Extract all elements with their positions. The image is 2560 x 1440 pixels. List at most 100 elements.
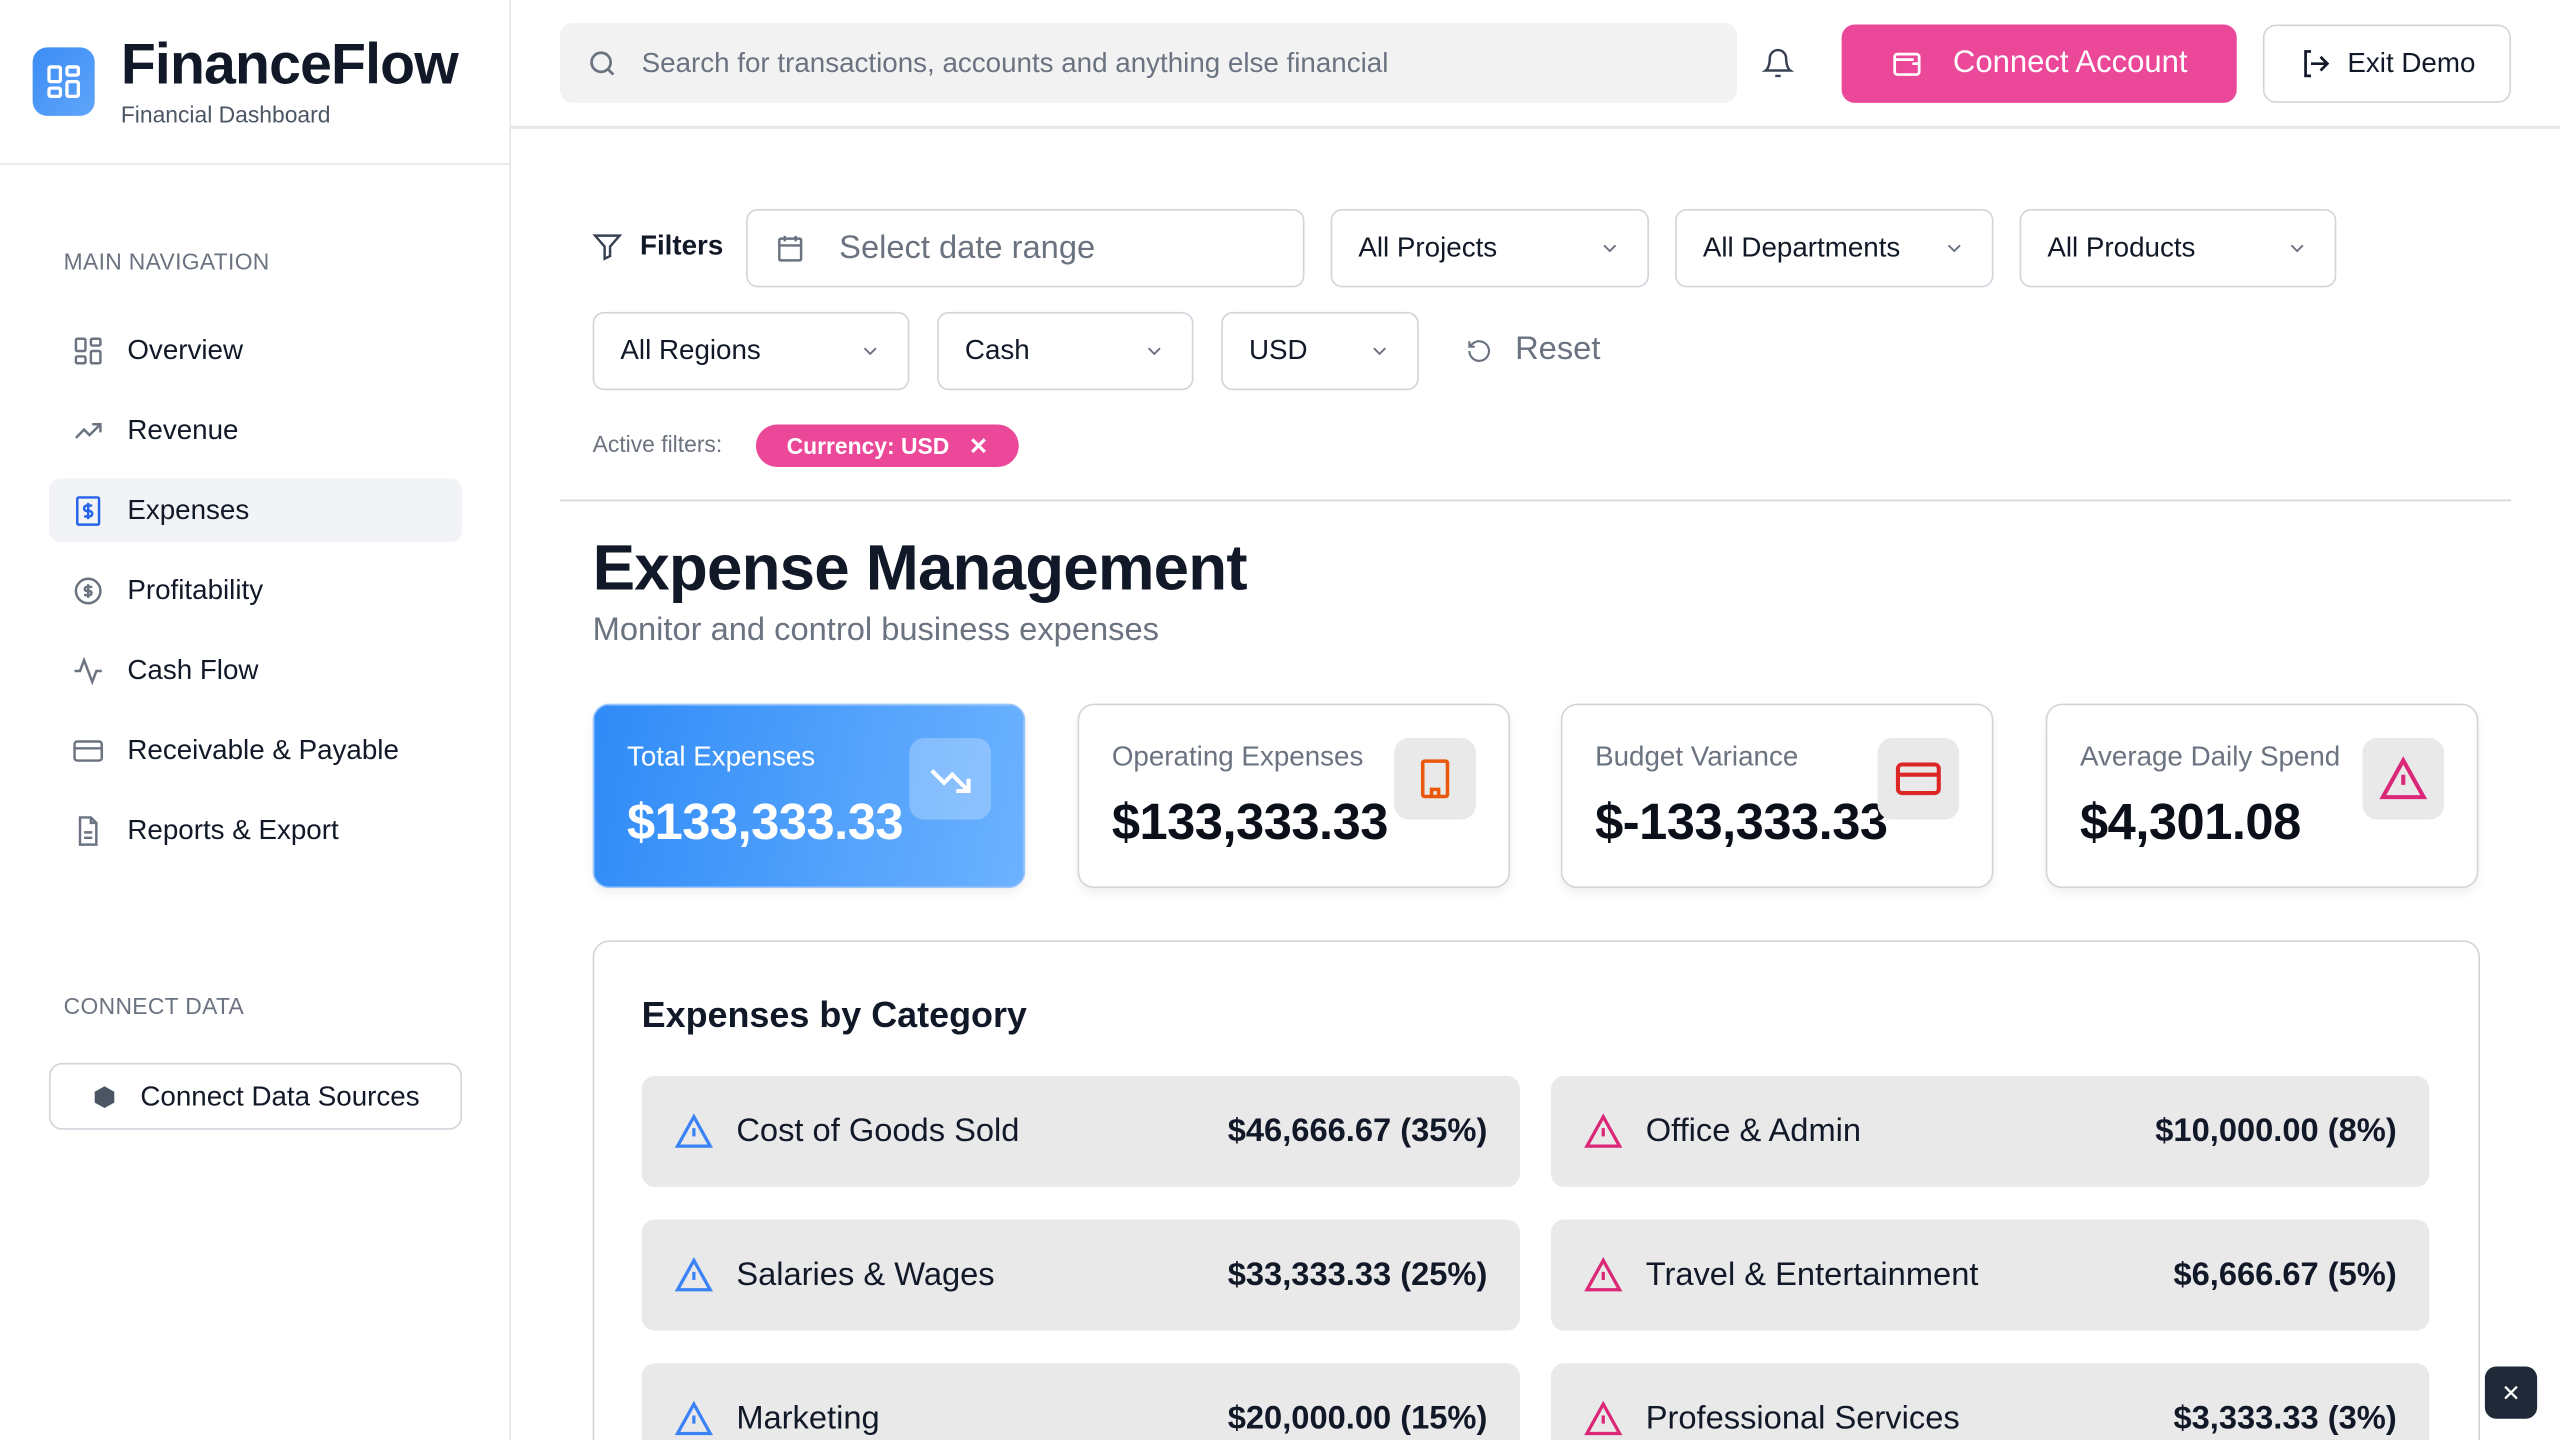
category-amount: $3,333.33 (3%) [2173, 1399, 2397, 1436]
average-daily-spend-card: Average Daily Spend $4,301.08 [2045, 703, 2479, 889]
rotate-ccw-icon [1468, 339, 1491, 362]
sidebar [0, 0, 512, 1440]
category-item[interactable]: Professional Services $3,333.33 (3%) [1551, 1363, 2430, 1440]
sidebar-item-label: Overview [127, 333, 244, 365]
chevron-down-icon [2290, 244, 2304, 253]
building-icon [1394, 737, 1476, 820]
projects-select[interactable]: All Projects [1330, 208, 1649, 288]
category-name: Salaries & Wages [736, 1256, 995, 1293]
sidebar-item-reports-export[interactable]: Reports & Export [49, 798, 462, 862]
header-divider [511, 125, 2560, 129]
category-name: Office & Admin [1645, 1112, 1862, 1149]
credit-card-icon [73, 739, 103, 761]
category-item[interactable]: Marketing $20,000.00 (15%) [641, 1363, 1520, 1440]
card-label: Budget Variance [1595, 741, 1799, 773]
search-icon [590, 50, 615, 75]
sidebar-item-overview[interactable]: Overview [49, 318, 462, 382]
search-input[interactable] [641, 46, 1687, 80]
date-range-picker[interactable]: Select date range [746, 208, 1305, 288]
receipt-dollar-icon [76, 495, 101, 526]
remove-filter-icon[interactable]: ✕ [968, 431, 989, 458]
budget-variance-card: Budget Variance $-133,333.33 [1560, 703, 1994, 889]
category-name: Professional Services [1645, 1399, 1960, 1436]
category-item[interactable]: Office & Admin $10,000.00 (8%) [1551, 1075, 2430, 1187]
calendar-icon [778, 235, 803, 262]
sidebar-item-label: Revenue [127, 413, 239, 445]
category-item[interactable]: Salaries & Wages $33,333.33 (25%) [641, 1219, 1520, 1331]
alert-triangle-icon [1584, 1257, 1623, 1292]
card-value: $4,301.08 [2079, 793, 2301, 851]
card-value: $133,333.33 [1111, 793, 1389, 851]
divider [0, 163, 512, 165]
alert-triangle-icon [2362, 737, 2445, 820]
alert-triangle-icon [1584, 1113, 1623, 1148]
alert-triangle-icon [674, 1257, 713, 1292]
close-icon[interactable]: ✕ [2501, 1378, 2521, 1405]
exit-demo-label: Exit Demo [2347, 47, 2476, 79]
chevron-down-icon [1373, 347, 1386, 356]
page-title: Expense Management [592, 533, 1248, 605]
card-label: Total Expenses [626, 741, 816, 773]
activity-icon [74, 655, 102, 685]
connect-account-label: Connect Account [1952, 45, 2188, 80]
chevron-down-icon [1947, 244, 1961, 253]
logo-icon [32, 47, 95, 116]
bell-icon[interactable] [1761, 47, 1795, 88]
products-select[interactable]: All Products [2019, 208, 2337, 288]
regions-select[interactable]: All Regions [592, 311, 910, 391]
connect-data-heading: CONNECT DATA [63, 992, 245, 1019]
chevron-down-icon [863, 347, 877, 356]
category-amount: $46,666.67 (35%) [1227, 1112, 1488, 1149]
chevron-down-icon [1147, 347, 1161, 356]
departments-select[interactable]: All Departments [1675, 208, 1994, 288]
alert-triangle-icon [674, 1113, 713, 1148]
chevron-down-icon [1603, 244, 1617, 253]
connect-data-sources-label: Connect Data Sources [140, 1079, 420, 1112]
filter-icon [592, 234, 623, 261]
sidebar-item-label: Receivable & Payable [127, 733, 399, 765]
wallet-icon [1893, 52, 1921, 76]
connect-account-button[interactable]: Connect Account [1841, 24, 2237, 103]
category-name: Cost of Goods Sold [736, 1112, 1020, 1149]
operating-expenses-card: Operating Expenses $133,333.33 [1077, 703, 1511, 889]
connect-data-sources-button[interactable]: Connect Data Sources [48, 1062, 463, 1130]
sidebar-item-revenue[interactable]: Revenue [49, 398, 462, 462]
total-expenses-card: Total Expenses $133,333.33 [592, 703, 1026, 889]
reset-button[interactable]: Reset [1466, 331, 1600, 369]
alert-triangle-icon [1584, 1400, 1623, 1436]
brand-subtitle: Financial Dashboard [120, 101, 331, 128]
credit-card-icon [1877, 737, 1960, 820]
circle-dollar-icon [74, 576, 102, 604]
sidebar-item-cash-flow[interactable]: Cash Flow [49, 638, 462, 702]
divider [559, 499, 2512, 502]
category-item[interactable]: Cost of Goods Sold $46,666.67 (35%) [641, 1075, 1520, 1187]
category-name: Travel & Entertainment [1645, 1256, 1979, 1293]
currency-select[interactable]: USD [1221, 311, 1419, 391]
category-item[interactable]: Travel & Entertainment $6,666.67 (5%) [1551, 1219, 2430, 1331]
main-nav-heading: MAIN NAVIGATION [63, 248, 270, 275]
alert-triangle-icon [674, 1400, 713, 1436]
sidebar-item-label: Cash Flow [127, 653, 259, 685]
category-amount: $10,000.00 (8%) [2155, 1112, 2397, 1149]
trending-down-icon [909, 737, 992, 820]
category-amount: $33,333.33 (25%) [1227, 1256, 1488, 1293]
log-out-icon [2303, 50, 2329, 78]
close-button[interactable]: ✕ [2484, 1366, 2538, 1419]
active-filter-chip[interactable]: Currency: USD ✕ [755, 424, 1019, 467]
exit-demo-button[interactable]: Exit Demo [2262, 24, 2512, 103]
sidebar-item-profitability[interactable]: Profitability [49, 558, 462, 622]
category-amount: $6,666.67 (5%) [2173, 1256, 2397, 1293]
account-type-select[interactable]: Cash [937, 311, 1194, 391]
card-label: Average Daily Spend [2079, 741, 2341, 773]
search-bar[interactable] [559, 22, 1738, 103]
card-value: $-133,333.33 [1595, 793, 1888, 851]
category-panel-title: Expenses by Category [641, 994, 1027, 1036]
sidebar-item-expenses[interactable]: Expenses [48, 478, 463, 543]
sidebar-item-receivable-payable[interactable]: Receivable & Payable [49, 718, 462, 782]
active-filters-label: Active filters: [592, 431, 723, 458]
database-icon [94, 1085, 115, 1108]
sidebar-item-label: Profitability [127, 573, 264, 605]
filters-label: Filters [591, 230, 723, 263]
page-subtitle: Monitor and control business expenses [592, 612, 1159, 649]
expenses-by-category-panel [592, 940, 2480, 1440]
